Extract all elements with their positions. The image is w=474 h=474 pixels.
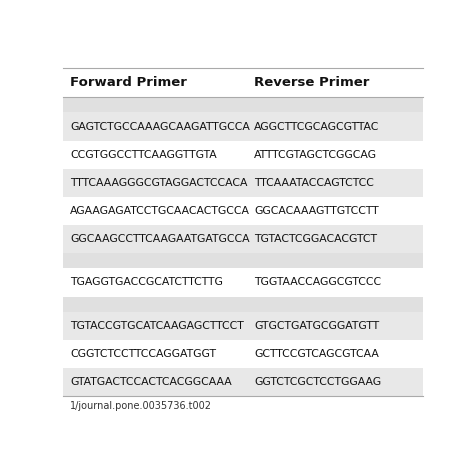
Bar — [63, 368, 423, 396]
Text: GTGCTGATGCGGATGTT: GTGCTGATGCGGATGTT — [254, 321, 379, 331]
Text: Reverse Primer: Reverse Primer — [254, 76, 369, 89]
Text: TTCAAATACCAGTCTCC: TTCAAATACCAGTCTCC — [254, 178, 374, 188]
Bar — [63, 253, 423, 268]
Text: CCGTGGCCTTCAAGGTTGTA: CCGTGGCCTTCAAGGTTGTA — [70, 150, 217, 160]
Bar — [63, 169, 423, 197]
Text: GGCAAGCCTTCAAGAATGATGCCA: GGCAAGCCTTCAAGAATGATGCCA — [70, 234, 250, 244]
Text: ATTTCGTAGCTCGGCAG: ATTTCGTAGCTCGGCAG — [254, 150, 377, 160]
Text: TGAGGTGACCGCATCTTCTTG: TGAGGTGACCGCATCTTCTTG — [70, 277, 223, 288]
Bar — [63, 68, 423, 97]
Bar — [63, 197, 423, 225]
Bar — [63, 97, 423, 112]
Text: GTATGACTCCACTCACGGCAAA: GTATGACTCCACTCACGGCAAA — [70, 377, 232, 387]
Bar — [63, 268, 423, 297]
Text: GCTTCCGTCAGCGTCAA: GCTTCCGTCAGCGTCAA — [254, 349, 379, 359]
Bar — [63, 225, 423, 253]
Bar — [63, 297, 423, 312]
Text: GAGTCTGCCAAAGCAAGATTGCCA: GAGTCTGCCAAAGCAAGATTGCCA — [70, 121, 250, 131]
Text: 1/journal.pone.0035736.t002: 1/journal.pone.0035736.t002 — [70, 401, 212, 410]
Text: TGGTAACCAGGCGTCCC: TGGTAACCAGGCGTCCC — [254, 277, 381, 288]
Bar — [63, 112, 423, 141]
Text: TTTCAAAGGGCGTAGGACTCCACA: TTTCAAAGGGCGTAGGACTCCACA — [70, 178, 248, 188]
Text: CGGTCTCCTTCCAGGATGGT: CGGTCTCCTTCCAGGATGGT — [70, 349, 216, 359]
Bar — [63, 312, 423, 340]
Text: Forward Primer: Forward Primer — [70, 76, 187, 89]
Text: TGTACTCGGACACGTCT: TGTACTCGGACACGTCT — [254, 234, 377, 244]
Bar — [63, 141, 423, 169]
Text: TGTACCGTGCATCAAGAGCTTCCT: TGTACCGTGCATCAAGAGCTTCCT — [70, 321, 244, 331]
Bar — [63, 340, 423, 368]
Text: GGTCTCGCTCCTGGAAG: GGTCTCGCTCCTGGAAG — [254, 377, 381, 387]
Text: GGCACAAAGTTGTCCTT: GGCACAAAGTTGTCCTT — [254, 206, 379, 216]
Text: AGAAGAGATCCTGCAACACTGCCA: AGAAGAGATCCTGCAACACTGCCA — [70, 206, 250, 216]
Text: AGGCTTCGCAGCGTTAC: AGGCTTCGCAGCGTTAC — [254, 121, 379, 131]
